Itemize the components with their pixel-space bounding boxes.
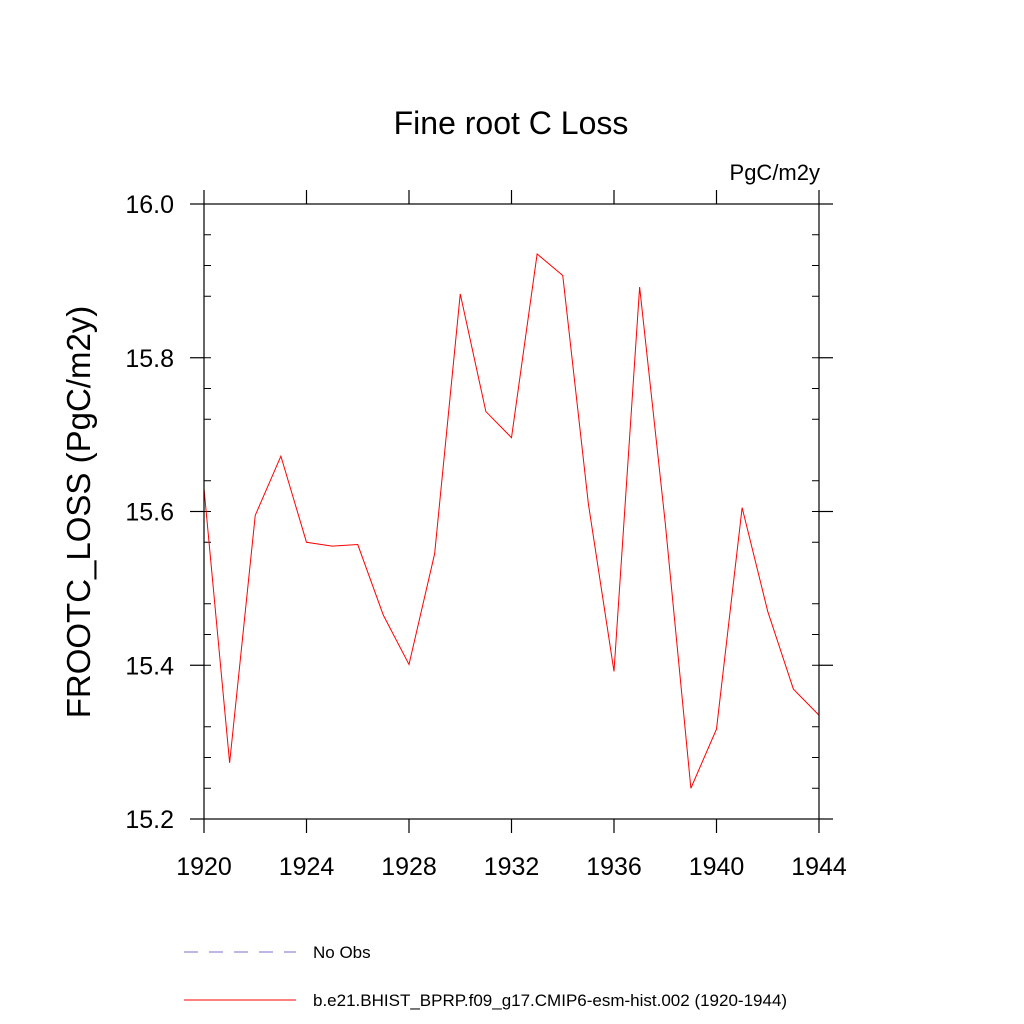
y-tick-label: 15.4	[125, 652, 174, 680]
y-tick-label: 15.2	[125, 806, 174, 834]
x-tick-label: 1936	[586, 853, 642, 881]
y-axis-label: FROOTC_LOSS (PgC/m2y)	[60, 306, 97, 719]
x-tick-label: 1928	[381, 853, 437, 881]
y-tick-label: 15.8	[125, 345, 174, 373]
x-tick-label: 1924	[279, 853, 335, 881]
y-tick-label: 16.0	[125, 191, 174, 219]
x-tick-label: 1944	[791, 853, 847, 881]
x-tick-label: 1940	[689, 853, 745, 881]
units-label: PgC/m2y	[730, 160, 820, 185]
x-tick-label: 1920	[176, 853, 232, 881]
series-line-1	[203, 253, 820, 789]
legend-label-1: No Obs	[313, 943, 371, 962]
axis-ticks	[190, 190, 833, 833]
legend-label-2: b.e21.BHIST_BPRP.f09_g17.CMIP6-esm-hist.…	[313, 991, 787, 1010]
axis-tick-labels: 1920 1924 1928 1932 1936 1940 1944 15.2 15.4 15.6…	[125, 191, 847, 881]
chart-title: Fine root C Loss	[394, 105, 629, 141]
series-layer	[203, 253, 820, 789]
legend: No Obs b.e21.BHIST_BPRP.f09_g17.CMIP6-esm…	[184, 943, 787, 1010]
plot-frame	[203, 203, 820, 820]
x-tick-label: 1932	[484, 853, 540, 881]
y-tick-label: 15.6	[125, 499, 174, 527]
